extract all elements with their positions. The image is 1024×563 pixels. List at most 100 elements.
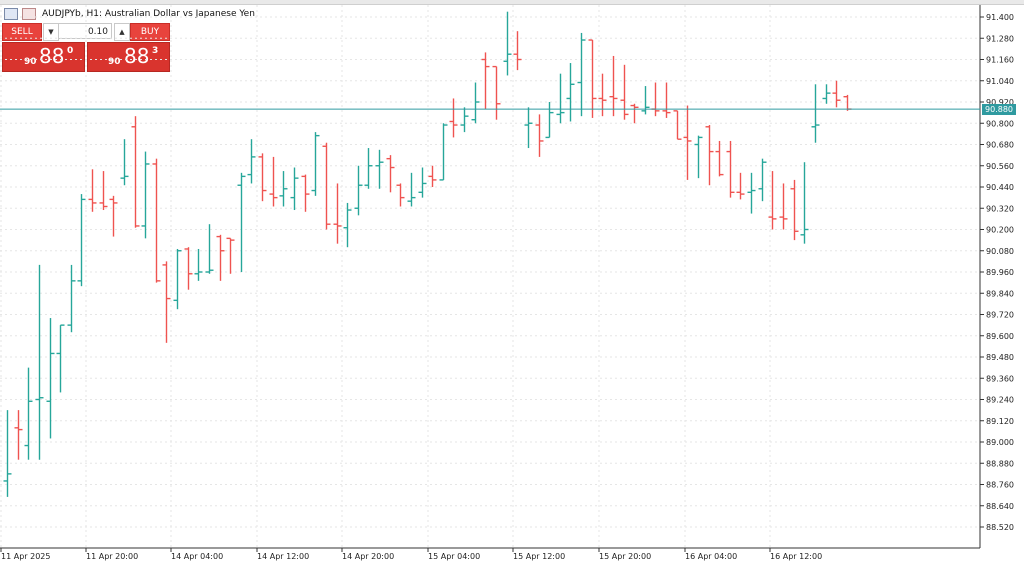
buy-price-fraction: 3 (152, 46, 159, 56)
chart-grid (0, 5, 980, 548)
one-click-trading-panel: SELL ▼ 0.10 ▲ BUY 90 88 0 90 88 3 (2, 23, 170, 72)
ohlc-bar (832, 80, 841, 108)
ohlc-bar (396, 183, 405, 207)
ohlc-bar (141, 151, 150, 239)
price-tick-label: 91.040 (986, 77, 1014, 86)
price-tick-label: 90.800 (986, 119, 1014, 128)
ohlc-bar (428, 165, 437, 187)
time-tick-label: 16 Apr 04:00 (685, 552, 737, 561)
ohlc-bar (375, 149, 384, 189)
ohlc-bar (354, 165, 363, 216)
price-tick-label: 90.680 (986, 141, 1014, 150)
sell-price-box[interactable]: 90 88 0 (2, 42, 85, 72)
ohlc-bar (301, 174, 310, 212)
ohlc-bar (333, 183, 342, 244)
price-tick-label: 88.760 (986, 481, 1014, 490)
buy-button[interactable]: BUY (130, 23, 170, 41)
price-tick-label: 89.600 (986, 332, 1014, 341)
time-tick-label: 11 Apr 2025 (1, 552, 50, 561)
time-tick-label: 11 Apr 20:00 (86, 552, 138, 561)
ohlc-bar (99, 171, 108, 211)
price-tick-label: 89.000 (986, 438, 1014, 447)
price-tick-label: 89.360 (986, 374, 1014, 383)
ohlc-bar (343, 202, 352, 248)
ohlc-bar (173, 248, 182, 310)
ohlc-bar (481, 52, 490, 110)
buy-price-prefix: 90 (108, 57, 121, 67)
price-tick-label: 88.520 (986, 523, 1014, 532)
ohlc-bar (747, 172, 756, 214)
sell-button[interactable]: SELL (2, 23, 42, 41)
chart-window-icon[interactable] (4, 8, 18, 20)
ohlc-bar (513, 31, 522, 71)
ohlc-bar (620, 64, 629, 120)
ohlc-bar (503, 11, 512, 76)
price-tick-label: 89.480 (986, 353, 1014, 362)
ohlc-bar (577, 32, 586, 117)
sell-price-main: 88 (39, 44, 65, 68)
ohlc-bar (598, 73, 607, 117)
ohlc-bar (843, 94, 852, 111)
ohlc-bar (364, 148, 373, 189)
sell-price-fraction: 0 (67, 46, 74, 56)
ohlc-bar (247, 139, 256, 184)
ohlc-bar (471, 82, 480, 124)
price-tick-label: 89.240 (986, 396, 1014, 405)
price-tick-label: 90.200 (986, 226, 1014, 235)
buy-price-box[interactable]: 90 88 3 (87, 42, 170, 72)
ohlc-bar (386, 155, 395, 193)
time-tick-label: 14 Apr 04:00 (171, 552, 223, 561)
time-tick-label: 15 Apr 12:00 (513, 552, 565, 561)
ohlc-bar (418, 167, 427, 198)
ohlc-bar (779, 183, 788, 230)
time-tick-label: 14 Apr 12:00 (257, 552, 309, 561)
price-tick-label: 90.080 (986, 247, 1014, 256)
ohlc-bar (790, 179, 799, 241)
ohlc-bar (216, 234, 225, 281)
ohlc-bar (736, 172, 745, 200)
ohlc-bar (641, 86, 650, 115)
ohlc-bar (56, 324, 65, 393)
ohlc-bar (184, 247, 193, 290)
price-tick-label: 90.320 (986, 204, 1014, 213)
ohlc-bar (726, 140, 735, 198)
chart-title-bar: AUDJPYb, H1: Australian Dollar vs Japane… (4, 7, 255, 21)
price-tick-label: 88.880 (986, 459, 1014, 468)
ohlc-bar (545, 102, 554, 139)
ohlc-bar (715, 140, 724, 177)
ohlc-bar (705, 125, 714, 186)
buy-price-main: 88 (124, 44, 150, 68)
ohlc-bar (800, 162, 809, 244)
ohlc-bar (109, 195, 118, 237)
ohlc-bar (67, 264, 76, 333)
ohlc-bar (290, 167, 299, 211)
ohlc-bar (630, 103, 639, 124)
price-tick-label: 91.400 (986, 13, 1014, 22)
price-tick-label: 91.280 (986, 34, 1014, 43)
chart-title: AUDJPYb, H1: Australian Dollar vs Japane… (42, 9, 255, 19)
volume-increase-button[interactable]: ▲ (114, 23, 130, 41)
time-tick-label: 15 Apr 04:00 (428, 552, 480, 561)
ohlc-bar (162, 261, 171, 343)
ohlc-bar (492, 65, 501, 120)
top-strip (0, 0, 1024, 5)
ohlc-bar (279, 171, 288, 207)
ohlc-bar (226, 237, 235, 274)
time-tick-label: 15 Apr 20:00 (599, 552, 651, 561)
ohlc-bar (662, 82, 671, 118)
ohlc-bar (322, 142, 331, 230)
price-tick-label: 89.960 (986, 268, 1014, 277)
ohlc-bar (46, 318, 55, 439)
ohlc-bar (683, 105, 692, 180)
ohlc-bar (694, 135, 703, 179)
time-tick-label: 16 Apr 12:00 (770, 552, 822, 561)
ohlc-bar (237, 172, 246, 272)
ohlc-bars (3, 11, 852, 497)
price-tick-label: 90.440 (986, 183, 1014, 192)
price-tick-label: 91.160 (986, 56, 1014, 65)
ohlc-bar (535, 114, 544, 157)
sell-price-prefix: 90 (24, 57, 37, 67)
ohlc-bar (88, 169, 97, 212)
ohlc-bar (120, 139, 129, 186)
